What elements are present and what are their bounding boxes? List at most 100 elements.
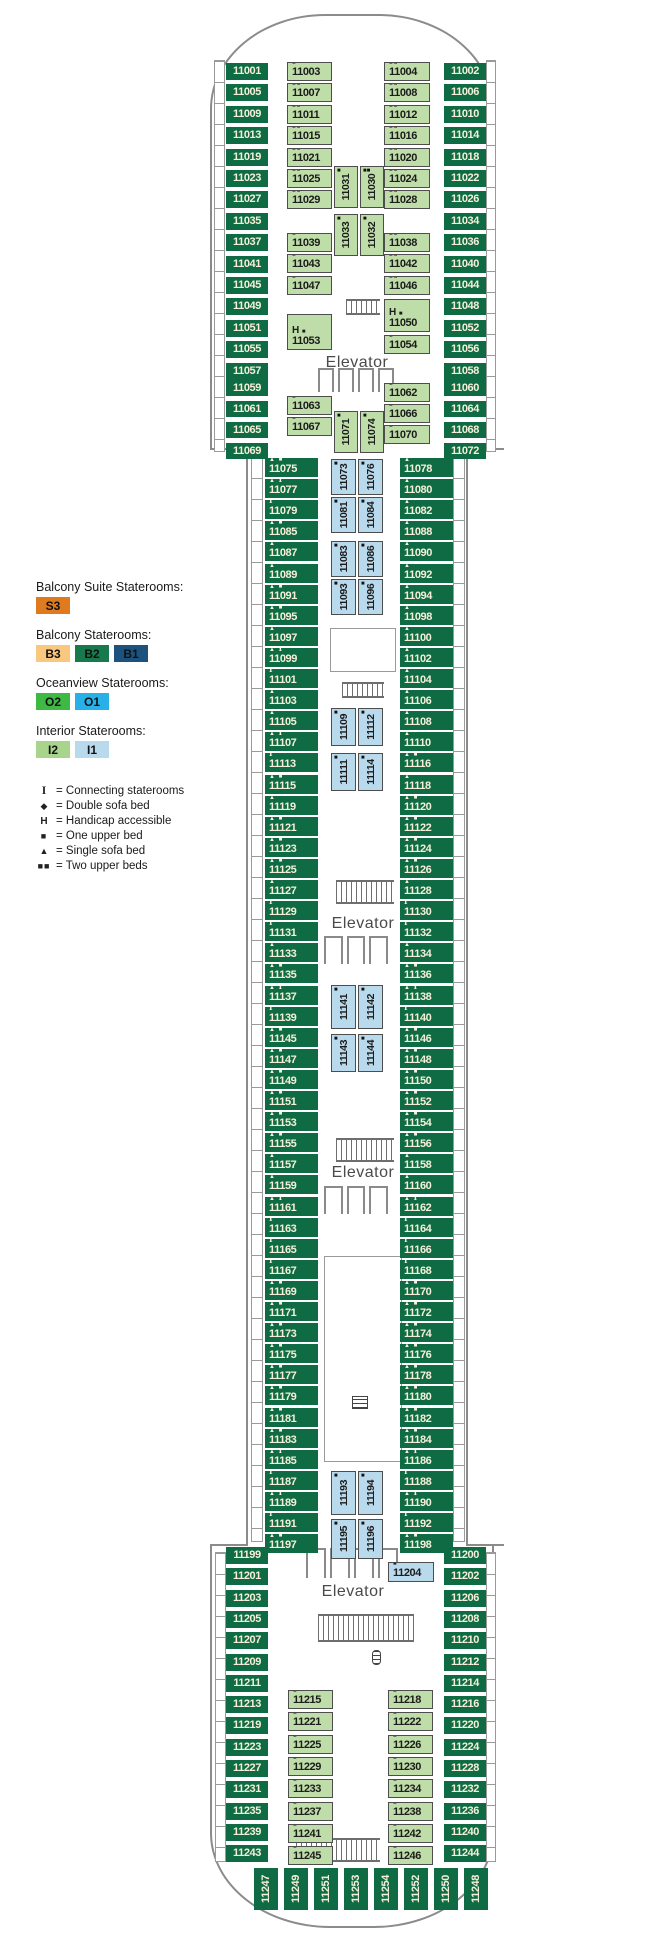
room-symbols: ■ xyxy=(293,1802,298,1806)
room-cell: I 11129 xyxy=(265,901,318,920)
room-cell: 11201 xyxy=(226,1568,268,1585)
room-cell: ■ 11204 xyxy=(388,1562,434,1582)
room-cell: ▲ ■ 11075 xyxy=(265,458,318,477)
room-symbols: ▲ ■ xyxy=(269,1049,284,1054)
room-cell: 11211 xyxy=(226,1675,268,1692)
room-number: 11208 xyxy=(451,1613,479,1625)
room-symbols: ▲ ■ xyxy=(269,1112,284,1117)
legend-symbol-text: = Single sofa bed xyxy=(56,845,146,857)
room-number: 11148 xyxy=(404,1054,432,1066)
room-cell: 11051 xyxy=(226,320,268,337)
room-number: 11152 xyxy=(404,1096,432,1108)
room-cell: 11057 xyxy=(226,363,268,380)
room-symbols: ▲ xyxy=(404,1154,411,1159)
room-symbols: ■ xyxy=(361,499,365,505)
room-symbols: ▲ I xyxy=(404,1197,419,1202)
room-symbols: ▲ ■ xyxy=(269,1534,284,1539)
room-symbols: ■ xyxy=(334,1521,338,1527)
room-symbols: ▲ ■ xyxy=(404,1408,419,1413)
room-symbols: ▲ ■ xyxy=(269,1386,284,1391)
room-cell: I 11166 xyxy=(400,1239,453,1258)
room-cell: I 11132 xyxy=(400,922,453,941)
room-number: 11115 xyxy=(269,780,296,792)
room-symbols: ▲ xyxy=(404,690,411,695)
room-cell: ▲ ■ 11154 xyxy=(400,1112,453,1131)
room-cell: ▲ 11106 xyxy=(400,690,453,709)
room-cell: 11235 xyxy=(226,1803,268,1820)
room-symbols: ■ xyxy=(361,1473,365,1479)
room-number: 11026 xyxy=(451,193,479,205)
room-symbols: ▲ ■ xyxy=(269,606,284,611)
room-cell: ▲ ■ 11149 xyxy=(265,1070,318,1089)
room-cell: 11040 xyxy=(444,256,486,273)
room-cell: ▲ ■ 11151 xyxy=(265,1091,318,1110)
room-cell: ■■ 11008 xyxy=(384,83,430,102)
elevator-label: Elevator xyxy=(331,915,395,932)
room-number: 11194 xyxy=(364,1479,377,1507)
room-cell: 11200 xyxy=(444,1547,486,1564)
room-symbols: ■ xyxy=(361,543,365,549)
room-symbols: ■■ xyxy=(389,62,399,66)
room-number: 11132 xyxy=(404,927,432,939)
room-cell: ■■ 11004 xyxy=(384,62,430,81)
room-cell: ▲ ■ 11091 xyxy=(265,585,318,604)
room-number: 11166 xyxy=(404,1244,432,1256)
room-symbols: ▲ I xyxy=(269,1492,284,1497)
room-number: 11060 xyxy=(451,381,479,394)
room-cell: ▲ I 11190 xyxy=(400,1492,453,1511)
room-number: 11125 xyxy=(269,864,297,876)
legend-symbol-text: = Double sofa bed xyxy=(56,800,150,812)
room-cell: ■■ 11025 xyxy=(287,169,332,188)
room-symbols: ■ xyxy=(393,1562,398,1567)
room-symbols: ■ xyxy=(361,710,365,716)
room-cell: ▲ 11100 xyxy=(400,627,453,646)
room-symbols: ▲ ■ xyxy=(269,1408,284,1413)
room-symbols: ■ xyxy=(337,168,341,174)
room-cell: ■ 11086 xyxy=(358,541,383,577)
room-number: 11195 xyxy=(337,1525,350,1553)
room-cell: ▲ ■ 11145 xyxy=(265,1028,318,1047)
room-cell: 11223 xyxy=(226,1739,268,1756)
room-cell: 11023 xyxy=(226,170,268,187)
room-number: 11179 xyxy=(269,1391,297,1403)
room-symbols: ■ xyxy=(293,1824,298,1828)
room-cell: I 11113 xyxy=(265,753,318,772)
room-number: 11057 xyxy=(233,365,261,377)
room-cell: ▲ ■ 11177 xyxy=(265,1365,318,1384)
legend-swatches-interior: I2 I1 xyxy=(36,741,216,758)
room-number: 11075 xyxy=(269,463,297,475)
room-number: 11210 xyxy=(451,1634,479,1646)
balcony-strip xyxy=(214,60,225,452)
legend-swatch-o1: O1 xyxy=(75,693,109,710)
room-symbols: ■■ xyxy=(389,83,399,87)
room-cell: ▲ I 11138 xyxy=(400,986,453,1005)
room-cell: 11044 xyxy=(444,277,486,294)
elevator-label: Elevator xyxy=(321,1583,385,1600)
room-symbols: ▲ ■ xyxy=(404,753,419,758)
room-cell: ▲ ■ 11171 xyxy=(265,1302,318,1321)
room-symbols: ■■ xyxy=(292,169,302,173)
room-cell: ■ 11032 xyxy=(360,214,384,256)
room-number: 11109 xyxy=(337,713,350,741)
room-cell: ▲ ■ 11183 xyxy=(265,1429,318,1448)
room-symbols: ■■ xyxy=(389,169,399,173)
room-number: 11063 xyxy=(292,400,320,412)
room-number: 11102 xyxy=(404,653,432,665)
room-number: 11211 xyxy=(233,1677,261,1689)
room-number: 11199 xyxy=(233,1549,261,1561)
room-cell: 11240 xyxy=(444,1824,486,1841)
room-symbols: ▲ ■ xyxy=(404,1323,419,1328)
room-symbols: ▲ ■ xyxy=(269,859,284,864)
room-cell: 11027 xyxy=(226,191,268,208)
room-number: 11082 xyxy=(404,505,432,517)
room-cell: I 11139 xyxy=(265,1007,318,1026)
legend-symbol-row: I = Connecting staterooms xyxy=(36,784,216,799)
room-number: 11181 xyxy=(269,1413,297,1425)
room-cell: ■ 11003 xyxy=(287,62,332,81)
room-cell: ■ 11229 xyxy=(288,1757,333,1776)
room-symbols: ▲ xyxy=(269,564,276,569)
room-number: 11015 xyxy=(292,130,320,142)
room-number: 11154 xyxy=(404,1117,432,1129)
room-number: 11056 xyxy=(451,343,479,355)
legend-symbol-row: H = Handicap accessible xyxy=(36,814,216,829)
